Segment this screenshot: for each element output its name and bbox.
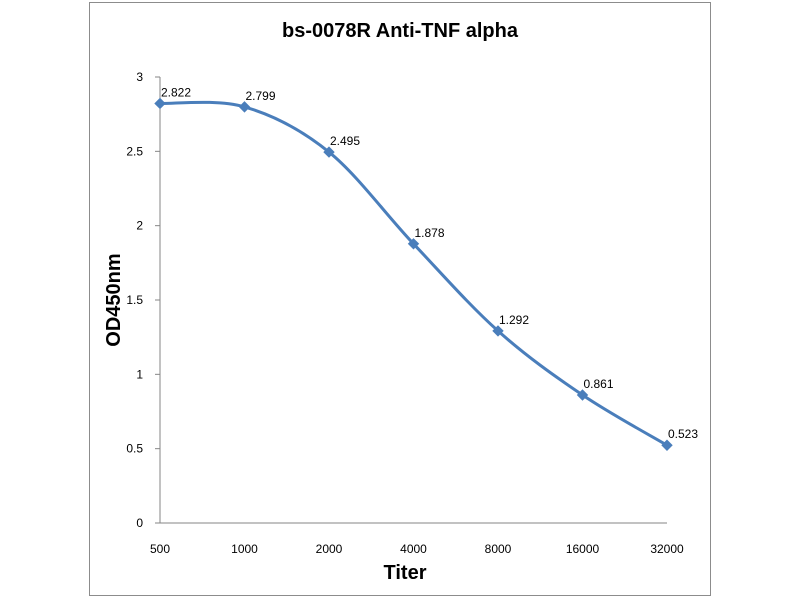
- series-layer: 2.822 2.799 2.495 1.878 1.292 0.861 0.523: [154, 85, 698, 451]
- y-axis-title: OD450nm: [103, 253, 125, 346]
- series-line: [159, 100, 668, 447]
- data-label: 0.523: [668, 427, 698, 441]
- data-point-marker: [154, 97, 166, 110]
- axes: 0 0.5 1 1.5 2 2.5 3 500 1000 2000 4000 8000 16000 320…: [126, 70, 684, 556]
- x-tick-label: 32000: [650, 542, 684, 556]
- y-tick-label: 2.5: [126, 144, 143, 158]
- data-point-marker: [576, 389, 589, 401]
- chart-title: bs-0078R Anti-TNF alpha: [282, 20, 519, 42]
- data-point-marker: [661, 439, 673, 451]
- y-tick-label: 0: [136, 516, 143, 530]
- y-tick-label: 1.5: [126, 293, 143, 307]
- x-tick-label: 1000: [231, 542, 258, 556]
- data-label: 0.861: [584, 377, 614, 391]
- x-tick-label: 2000: [316, 542, 343, 556]
- data-point-marker: [323, 146, 335, 158]
- x-tick-label: 16000: [566, 542, 600, 556]
- data-point-marker: [238, 101, 251, 113]
- x-axis-title: Titer: [384, 562, 427, 584]
- data-label: 2.495: [330, 134, 360, 148]
- data-point-marker: [492, 325, 504, 337]
- data-label: 1.878: [415, 226, 445, 240]
- y-tick-label: 2: [136, 219, 143, 233]
- data-label: 2.799: [246, 89, 276, 103]
- data-label: 1.292: [499, 313, 529, 327]
- data-label: 2.822: [161, 85, 191, 99]
- y-tick-label: 0.5: [126, 442, 143, 456]
- data-point-marker: [407, 238, 420, 250]
- y-tick-label: 1: [136, 367, 143, 381]
- x-tick-label: 8000: [485, 542, 512, 556]
- y-tick-label: 3: [136, 70, 143, 84]
- x-tick-label: 500: [150, 542, 170, 556]
- x-tick-label: 4000: [400, 542, 427, 556]
